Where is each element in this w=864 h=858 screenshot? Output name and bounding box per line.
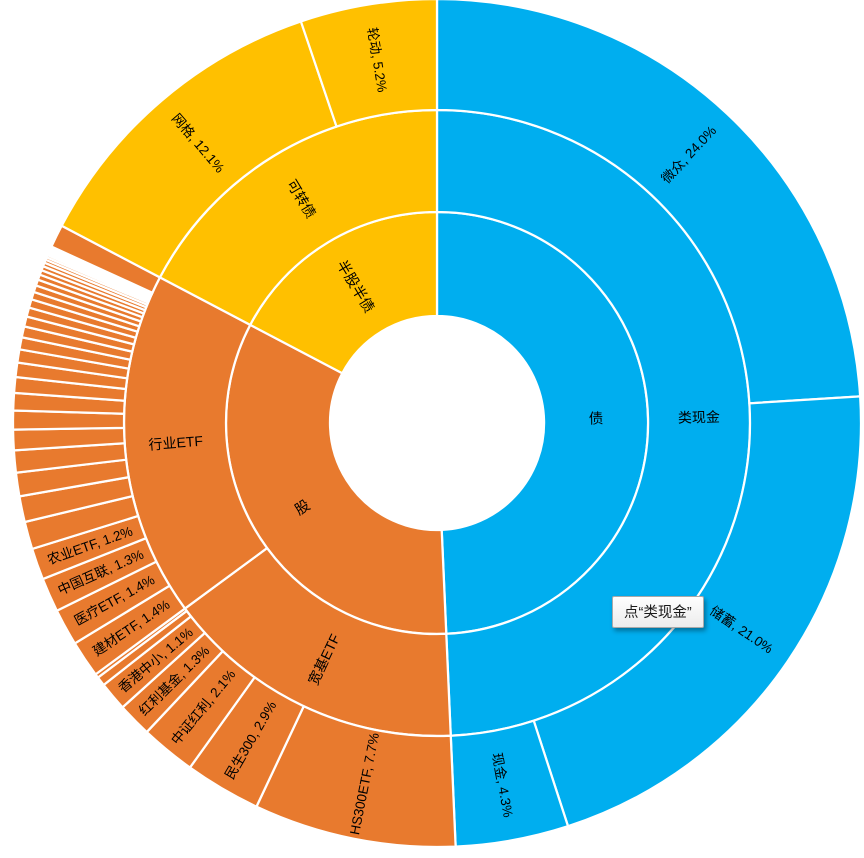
hint-tooltip: 点“类现金” xyxy=(612,596,704,628)
segment-轮动[interactable] xyxy=(299,0,439,128)
segment-微众[interactable] xyxy=(435,0,862,405)
